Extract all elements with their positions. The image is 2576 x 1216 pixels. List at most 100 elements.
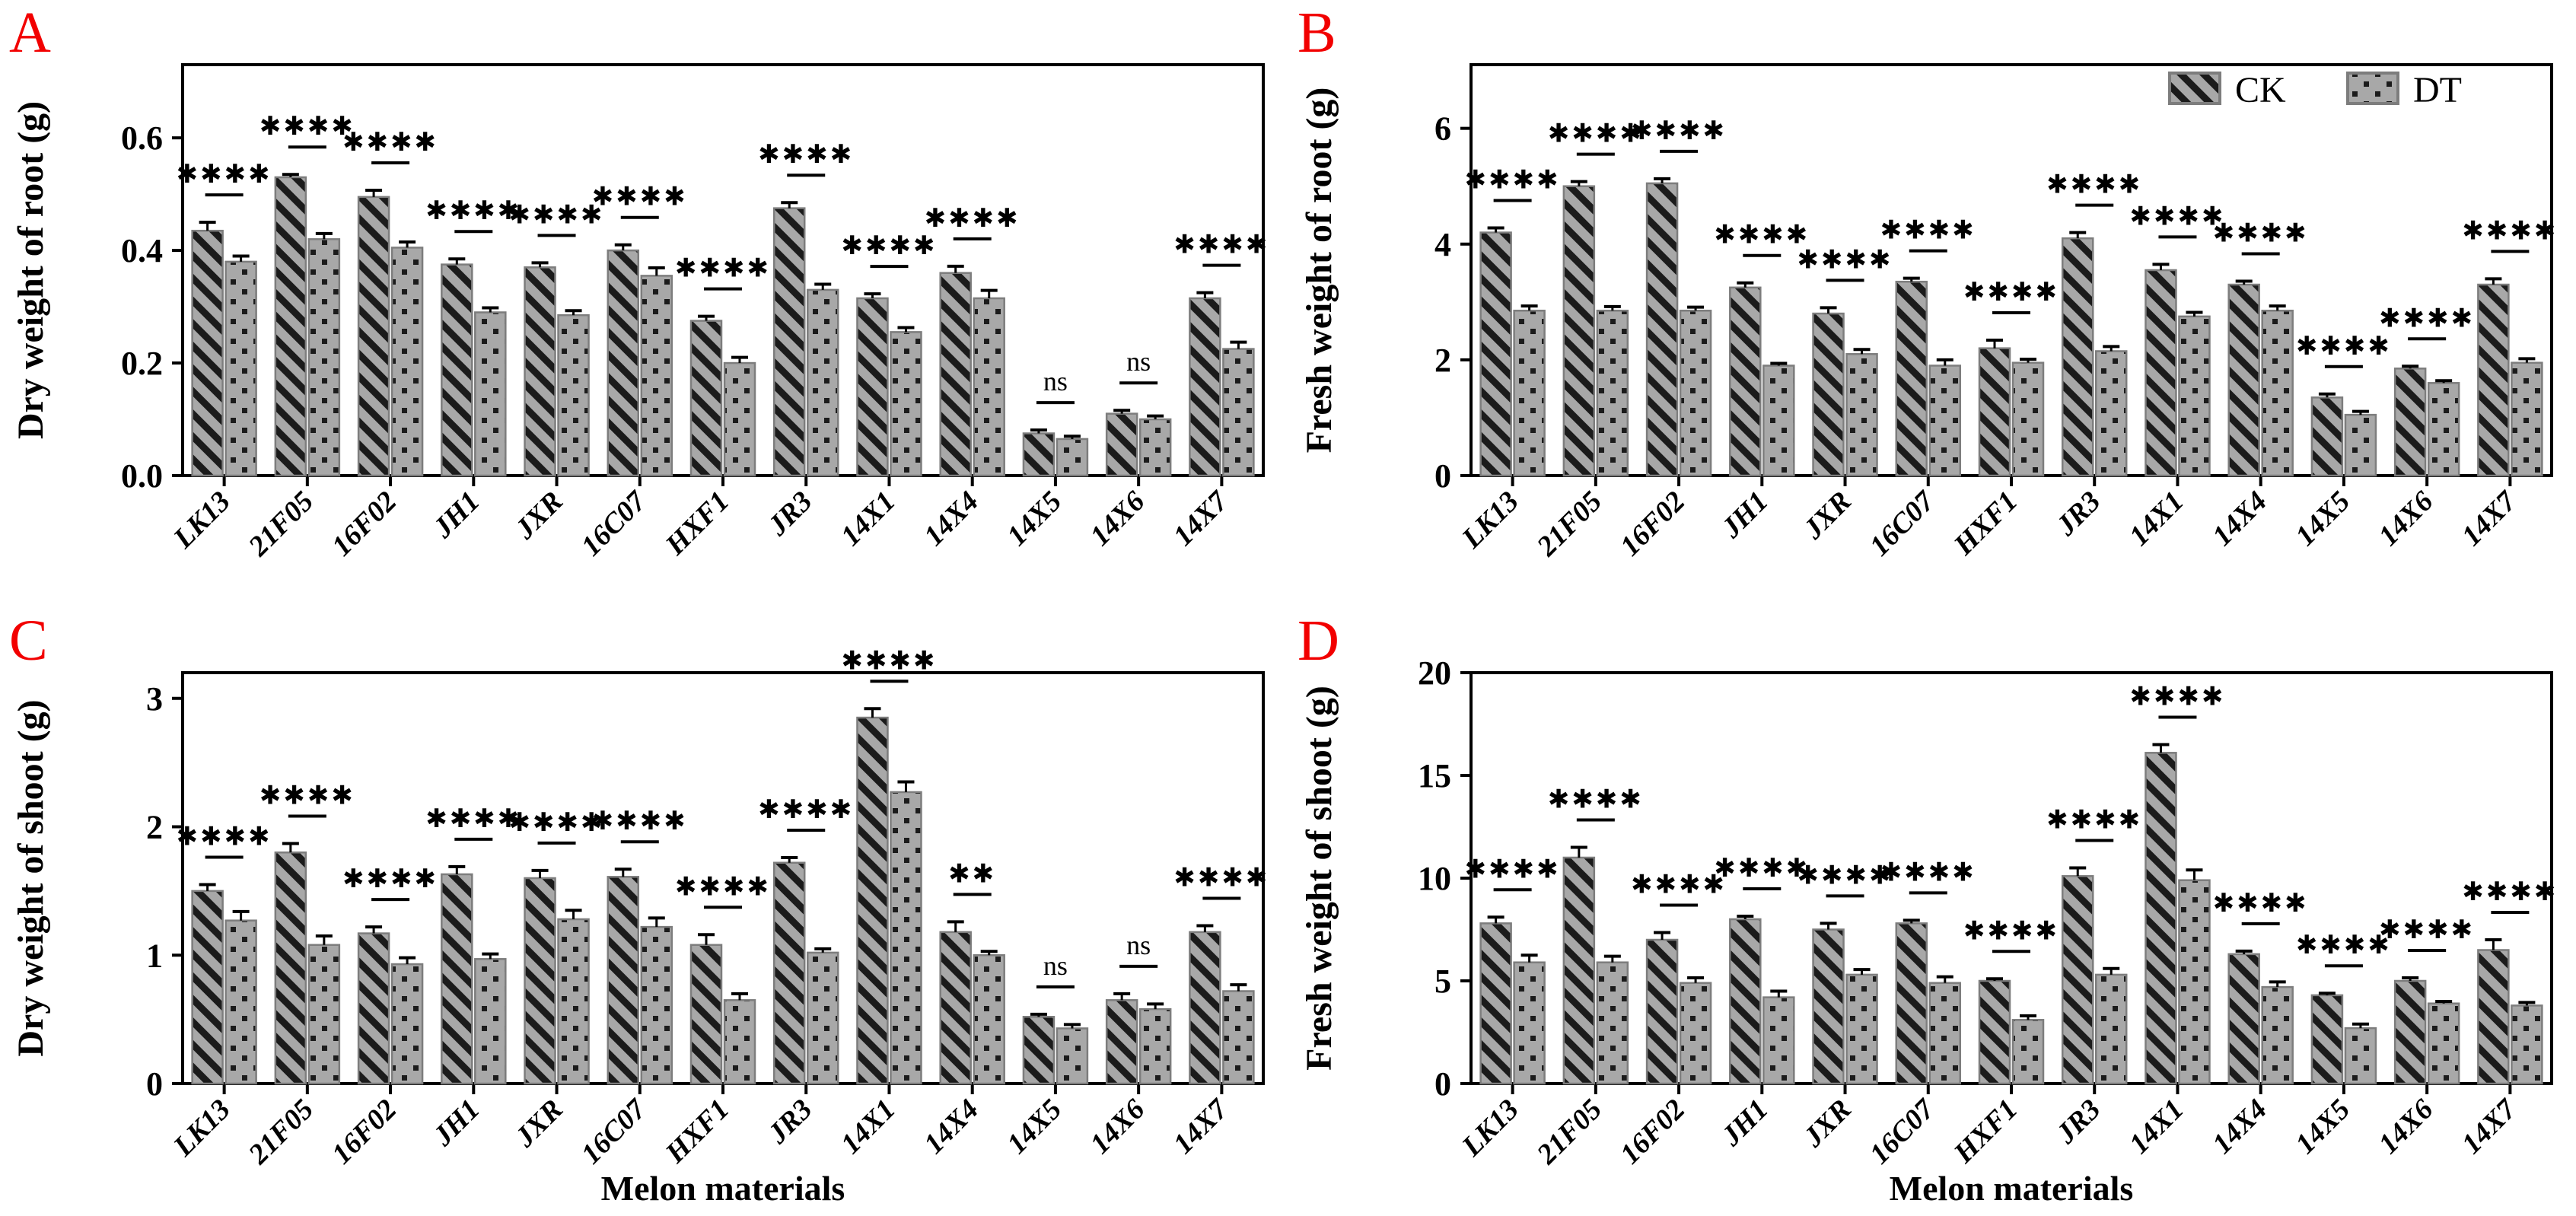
significance-label: ✱✱✱✱ (260, 780, 355, 810)
bar-dt-16C07 (640, 925, 673, 1085)
significance-label: ✱✱✱✱ (1963, 915, 2059, 946)
bar-dt-16C07 (640, 275, 673, 477)
bar-ck-JH1 (441, 263, 473, 477)
bar-ck-14X4 (939, 272, 972, 477)
significance-label: ✱✱✱✱ (1465, 854, 1561, 884)
x-category-label: 16C07 (575, 484, 654, 562)
bar-ck-16C07 (607, 876, 640, 1085)
bar-dt-JXR (1845, 973, 1878, 1085)
bar-ck-14X6 (1105, 999, 1138, 1085)
bar-dt-14X5 (1056, 438, 1089, 477)
significance-label: ✱✱✱✱ (509, 807, 605, 838)
legend-dt-swatch (2346, 72, 2399, 105)
x-category-label: 14X1 (2123, 485, 2190, 552)
significance-label: ns (1043, 950, 1068, 981)
y-tick-label: 10 (1418, 860, 1451, 897)
x-category-label: HXF1 (659, 1093, 736, 1170)
bar-dt-LK13 (224, 260, 257, 477)
y-tick-label: 15 (1418, 757, 1451, 794)
bar-ck-16C07 (607, 249, 640, 477)
significance-label: ✱✱✱✱ (1465, 164, 1561, 195)
chart-B: 0 2 4 6 Fresh weight of root (g) B LK13 ✱✱✱✱ 21F… (1298, 1, 2555, 563)
significance-label: ✱✱✱✱ (841, 231, 937, 261)
bar-ck-JXR (524, 877, 556, 1085)
panel-dry-weight-shoot: 0 1 2 3 Dry weight of shoot (g) C LK13 ✱✱✱✱ 21F0… (0, 608, 1288, 1216)
y-axis-label: Fresh weight of root (g) (1299, 88, 1339, 454)
bar-ck-14X5 (2310, 396, 2344, 477)
bar-dt-HXF1 (723, 361, 756, 477)
y-tick-label: 3 (146, 680, 163, 718)
y-tick-label: 0.6 (121, 119, 163, 157)
significance-label: ✱✱✱✱ (675, 871, 771, 902)
bar-ck-14X1 (2145, 269, 2177, 477)
panel-fresh-weight-shoot: 0 5 10 15 20 Fresh weight of shoot (g) D LK13 ✱✱… (1288, 608, 2576, 1216)
y-tick-label: 0 (1434, 457, 1451, 495)
x-category-label: 16F02 (326, 1093, 403, 1170)
legend-ck-swatch (2168, 72, 2221, 105)
x-category-label: 14X6 (2373, 485, 2440, 552)
bar-dt-14X6 (1138, 1007, 1172, 1085)
bar-ck-JXR (1812, 928, 1845, 1085)
bar-ck-14X6 (2393, 979, 2427, 1085)
bar-dt-14X1 (2178, 879, 2211, 1085)
bar-dt-JR3 (806, 288, 839, 477)
bar-dt-14X1 (2178, 315, 2211, 477)
x-category-label: 14X7 (2456, 484, 2523, 552)
bar-dt-JH1 (1762, 364, 1795, 477)
significance-label: ✱✱✱✱ (2213, 218, 2309, 248)
y-tick-label: 0.2 (121, 345, 163, 382)
bar-ck-16F02 (1645, 182, 1679, 477)
bar-dt-14X4 (2261, 985, 2294, 1085)
panel-dry-weight-root: 0.0 0.2 0.4 0.6 Dry weight of root (g) A LK13 ✱… (0, 0, 1288, 608)
bar-dt-21F05 (307, 238, 341, 477)
x-category-label: JR3 (761, 485, 818, 543)
x-category-label: 14X4 (918, 485, 985, 552)
significance-label: ✱✱✱✱ (2046, 805, 2142, 836)
bar-dt-16C07 (1928, 364, 1962, 477)
significance-label: ✱✱ (948, 858, 996, 889)
bar-ck-14X4 (939, 931, 972, 1085)
y-tick-label: 20 (1418, 654, 1451, 692)
bar-dt-JH1 (1762, 996, 1795, 1085)
bar-ck-14X1 (856, 297, 889, 477)
bar-dt-JR3 (806, 951, 839, 1085)
x-category-label: JXR (1797, 485, 1858, 546)
panel-letter: A (9, 1, 51, 65)
bar-dt-JR3 (2094, 973, 2128, 1085)
y-tick-label: 5 (1434, 963, 1451, 1000)
y-tick-label: 1 (146, 937, 163, 974)
bar-dt-14X4 (973, 297, 1005, 477)
bar-dt-16F02 (1679, 309, 1712, 477)
bar-dt-14X5 (1056, 1027, 1089, 1085)
y-tick-label: 2 (1434, 342, 1451, 379)
x-category-label: LK13 (1455, 1093, 1525, 1163)
bar-ck-14X5 (1022, 1016, 1056, 1085)
y-axis-label: Dry weight of root (g) (11, 101, 51, 439)
x-category-label: JH1 (1715, 1093, 1774, 1153)
significance-label: ✱✱✱✱ (1797, 860, 1893, 890)
significance-label: ns (1043, 366, 1068, 396)
bar-ck-JH1 (1729, 918, 1762, 1085)
significance-label: ✱✱✱✱ (1797, 244, 1893, 275)
y-tick-label: 0.4 (121, 232, 163, 269)
bar-ck-HXF1 (689, 944, 723, 1085)
x-category-label: 16C07 (1864, 1092, 1942, 1170)
significance-label: ✱✱✱✱ (260, 111, 355, 142)
bar-ck-14X7 (1189, 931, 1221, 1085)
bar-dt-14X5 (2344, 1027, 2377, 1085)
bar-ck-14X6 (1105, 412, 1138, 477)
x-category-label: JXR (508, 485, 569, 546)
significance-label: ✱✱✱✱ (758, 139, 854, 170)
bar-dt-JXR (1845, 353, 1878, 477)
bar-ck-14X4 (2227, 283, 2260, 477)
x-category-label: 16F02 (1614, 485, 1691, 562)
significance-label: ✱✱✱✱ (2379, 303, 2475, 333)
bar-ck-14X1 (2145, 752, 2177, 1085)
significance-label: ✱✱✱✱ (177, 821, 272, 852)
significance-label: ✱✱✱✱ (1631, 870, 1727, 900)
significance-label: ✱✱✱✱ (592, 182, 688, 212)
x-axis-label: Melon materials (601, 1169, 845, 1208)
bar-ck-JXR (1812, 312, 1845, 477)
y-tick-label: 2 (146, 809, 163, 846)
bar-dt-HXF1 (2011, 361, 2045, 477)
